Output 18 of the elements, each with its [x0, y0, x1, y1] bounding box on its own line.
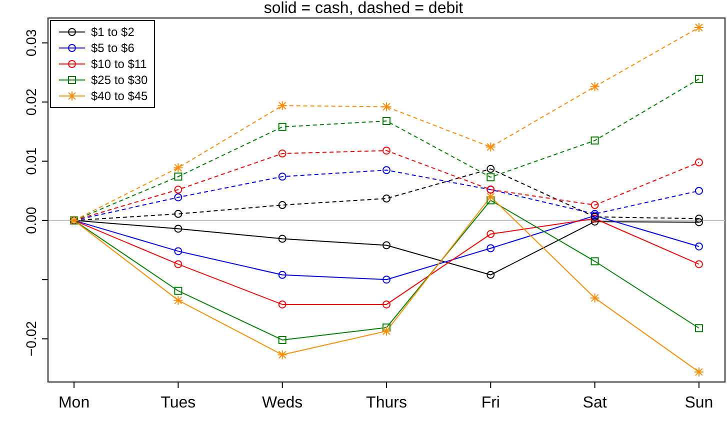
chart-title: solid = cash, dashed = debit: [264, 0, 464, 17]
y-tick-label: 0.01: [23, 147, 39, 175]
x-tick-label: Sat: [582, 394, 608, 412]
x-tick-label: Sun: [684, 394, 714, 412]
legend-label: $10 to $11: [91, 57, 147, 71]
legend-label: $1 to $2: [91, 25, 134, 39]
y-tick-label: 0.03: [23, 29, 39, 56]
legend-label: $25 to $30: [91, 73, 148, 87]
legend-label: $5 to $6: [91, 41, 134, 55]
y-tick-label: 0.00: [23, 206, 39, 234]
x-tick-label: Tues: [160, 394, 196, 412]
y-tick-label: −0.02: [23, 320, 39, 357]
x-tick-label: Weds: [262, 394, 303, 412]
legend-label: $40 to $45: [91, 89, 148, 103]
x-tick-label: Mon: [58, 394, 90, 412]
x-tick-label: Thurs: [366, 394, 407, 412]
x-tick-label: Fri: [481, 394, 500, 412]
y-tick-label: 0.02: [23, 88, 39, 116]
